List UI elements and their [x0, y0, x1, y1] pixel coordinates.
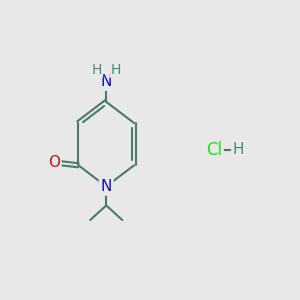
Text: N: N: [100, 74, 112, 89]
Text: H: H: [110, 63, 121, 77]
Text: Cl: Cl: [206, 141, 222, 159]
Text: N: N: [100, 179, 112, 194]
Text: O: O: [48, 155, 60, 170]
Text: H: H: [92, 63, 102, 77]
Text: H: H: [232, 142, 244, 158]
